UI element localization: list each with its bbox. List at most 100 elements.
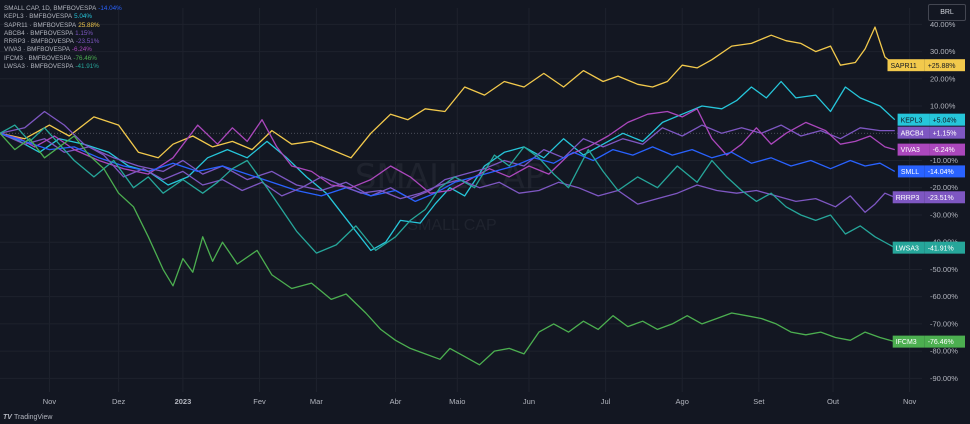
x-tick-label: Ago [676,397,689,406]
series-line-lwsa3[interactable] [0,124,896,254]
end-label-name-box [887,59,925,72]
end-label-sapr11: SAPR11 +25.88% [887,59,965,72]
legend-item-label: KEPL3 · BMFBOVESPA [4,13,73,21]
legend-item-label: SMALL CAP, 1D, BMFBOVESPA [4,5,97,12]
end-label-value: +25.88% [928,63,956,70]
x-tick-label: 2023 [175,397,192,406]
end-label-value: +1.15% [933,130,957,137]
x-tick-label: Nov [903,397,917,406]
end-label-lwsa3: LWSA3 -41.91% [892,241,965,254]
legend-item[interactable]: KEPL3 · BMFBOVESPA 5.04% [4,13,122,21]
tradingview-logo[interactable]: TV TradingView [3,414,52,421]
x-axis[interactable]: Nov Dez 2023 Fev Mar Abr Maio Jun Jul Ago Set Out No… [43,397,917,406]
y-tick-label: -30.00% [930,210,958,219]
x-tick-label: Set [753,397,765,406]
series-group [0,26,896,366]
y-tick-label: -80.00% [930,347,958,356]
x-tick-label: Mar [310,397,323,406]
legend-item-label: VIVA3 · BMFBOVESPA [4,46,70,54]
legend-item-value: -14.04% [98,5,122,12]
y-tick-label: -70.00% [930,319,958,328]
end-label-value: -6.24% [933,147,955,154]
legend-item-value: -23.51% [75,38,100,46]
series-line-ifcm3[interactable] [0,132,895,366]
legend-item-value: -41.91% [75,63,99,71]
series-line-rrrp3[interactable] [0,110,896,213]
end-labels: SAPR11 +25.88% KEPL3 +5.04% ABCB4 +1.15% VIVA3… [887,59,965,348]
end-label-value-box [929,143,965,156]
end-label-value: -76.46% [928,339,954,346]
legend-item-label: RRRP3 · BMFBOVESPA [4,38,74,46]
x-tick-label: Dez [112,397,126,406]
end-label-value-box [924,335,965,348]
legend-item-value: -76.46% [73,54,97,62]
end-label-name-box [897,165,925,178]
end-label-value: -41.91% [928,245,954,252]
y-tick-label: 20.00% [930,74,956,83]
tradingview-logo-text: TradingView [13,414,53,421]
end-label-viva3: VIVA3 -6.24% [897,143,965,156]
end-label-value-box [924,59,965,72]
end-label-name: SAPR11 [891,63,917,70]
x-tick-label: Nov [43,397,57,406]
x-tick-label: Jul [601,397,611,406]
tradingview-logo-mark: TV [3,414,12,421]
legend-item[interactable]: LWSA3 · BMFBOVESPA -41.91% [4,63,122,71]
end-label-name: VIVA3 [901,147,920,154]
y-tick-label: -10.00% [930,156,958,165]
currency-button[interactable]: BRL [928,4,966,21]
series-line-smll[interactable] [0,132,896,203]
x-tick-label: Maio [449,397,465,406]
legend[interactable]: SMALL CAP, 1D, BMFBOVESPA -14.04% KEPL3 · … [4,5,122,71]
legend-item-label: SAPR11 · BMFBOVESPA [4,21,77,29]
y-tick-label: 40.00% [930,20,956,29]
end-label-name: IFCM3 [896,339,917,346]
end-label-value: -23.51% [928,195,954,202]
end-label-kepl3: KEPL3 +5.04% [897,113,965,126]
legend-item[interactable]: SAPR11 · BMFBOVESPA 25.88% [4,22,122,30]
legend-item-value: 25.88% [78,21,100,29]
end-label-value-box [924,191,965,204]
y-tick-label: 30.00% [930,47,956,56]
x-tick-label: Abr [390,397,402,406]
end-label-value-box [929,113,965,126]
end-label-smll: SMLL -14.04% [897,165,965,178]
end-label-value-box [929,126,965,139]
legend-item[interactable]: RRRP3 · BMFBOVESPA -23.51% [4,38,122,46]
end-label-value-box [924,165,965,178]
end-label-value-box [924,241,965,254]
end-label-rrrp3: RRRP3 -23.51% [892,191,965,204]
legend-item[interactable]: ABCB4 · BMFBOVESPA 1.15% [4,30,122,38]
legend-item-value: -6.24% [71,46,92,54]
end-label-name-box [897,113,930,126]
end-label-value: -14.04% [928,169,954,176]
end-label-abcb4: ABCB4 +1.15% [897,126,965,139]
end-label-name-box [892,335,925,348]
legend-item[interactable]: VIVA3 · BMFBOVESPA -6.24% [4,46,122,54]
legend-item[interactable]: IFCM3 · BMFBOVESPA -76.46% [4,55,122,63]
x-tick-label: Out [827,397,840,406]
legend-item-value: 5.04% [74,13,92,21]
end-label-name-box [892,241,925,254]
y-tick-label: -90.00% [930,374,958,383]
end-label-name: LWSA3 [896,245,919,252]
end-label-name-box [897,126,930,139]
x-tick-label: Jun [523,397,535,406]
end-label-name-box [892,191,925,204]
legend-item-label: ABCB4 · BMFBOVESPA [4,29,74,37]
series-line-kepl3[interactable] [0,80,896,252]
end-label-ifcm3: IFCM3 -76.46% [892,335,965,348]
end-label-value: +5.04% [933,117,957,124]
y-tick-label: -60.00% [930,292,958,301]
y-tick-label: -20.00% [930,183,958,192]
series-line-abcb4[interactable] [0,124,895,200]
grid [0,8,922,392]
end-label-name: ABCB4 [901,130,924,137]
series-line-viva3[interactable] [0,108,895,194]
y-tick-label: 10.00% [930,102,956,111]
x-tick-label: Fev [253,397,266,406]
legend-item[interactable]: SMALL CAP, 1D, BMFBOVESPA -14.04% [4,5,122,13]
end-label-name: RRRP3 [896,195,920,202]
series-line-sapr11[interactable] [0,26,896,159]
